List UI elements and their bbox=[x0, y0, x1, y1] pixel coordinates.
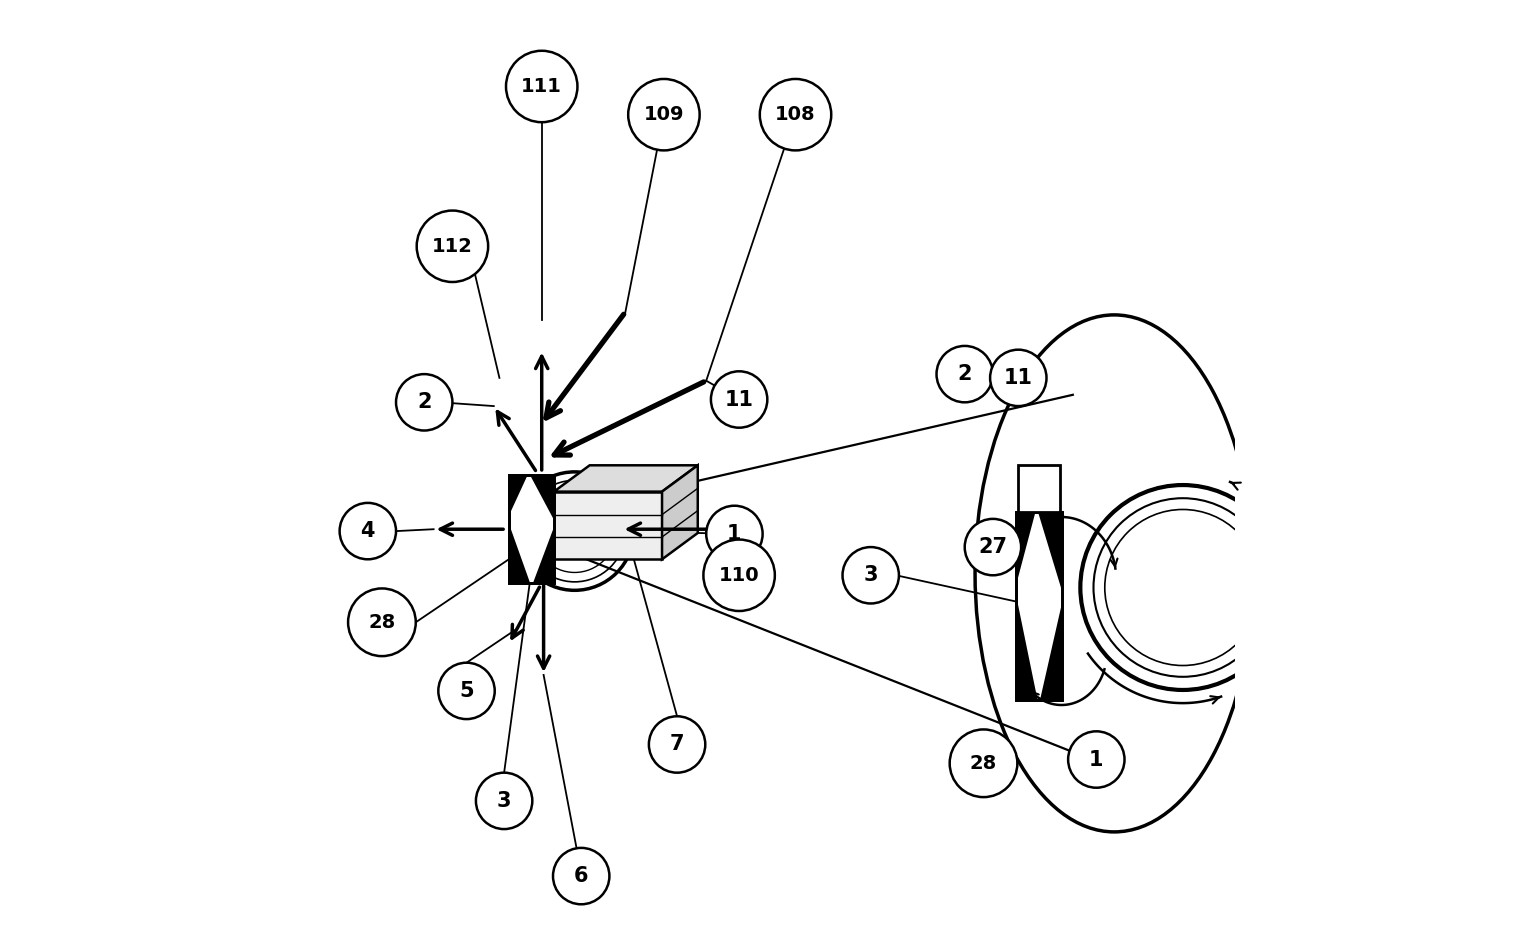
Polygon shape bbox=[553, 465, 697, 492]
Polygon shape bbox=[662, 465, 697, 559]
Circle shape bbox=[991, 350, 1046, 406]
Circle shape bbox=[937, 346, 992, 402]
Text: 4: 4 bbox=[361, 521, 375, 541]
Polygon shape bbox=[1017, 597, 1038, 700]
Circle shape bbox=[760, 79, 832, 150]
Text: 2: 2 bbox=[957, 364, 972, 384]
Circle shape bbox=[506, 51, 578, 122]
Circle shape bbox=[965, 519, 1021, 575]
Circle shape bbox=[524, 480, 625, 582]
Circle shape bbox=[706, 506, 763, 562]
Circle shape bbox=[648, 716, 705, 773]
Circle shape bbox=[417, 211, 488, 282]
Text: 111: 111 bbox=[521, 77, 563, 96]
Text: 110: 110 bbox=[719, 566, 760, 585]
Circle shape bbox=[515, 472, 635, 590]
Text: 11: 11 bbox=[725, 389, 754, 410]
Text: 7: 7 bbox=[670, 734, 685, 755]
Circle shape bbox=[349, 588, 416, 656]
Circle shape bbox=[553, 848, 610, 904]
Polygon shape bbox=[531, 475, 553, 520]
Text: 28: 28 bbox=[368, 613, 396, 632]
Text: 5: 5 bbox=[459, 681, 474, 701]
Polygon shape bbox=[1017, 512, 1035, 584]
Circle shape bbox=[1069, 731, 1124, 788]
Polygon shape bbox=[532, 526, 553, 583]
Circle shape bbox=[628, 79, 700, 150]
Text: 3: 3 bbox=[864, 565, 878, 586]
Polygon shape bbox=[1040, 603, 1061, 700]
Circle shape bbox=[1105, 509, 1261, 666]
Circle shape bbox=[711, 371, 768, 428]
Circle shape bbox=[476, 773, 532, 829]
Circle shape bbox=[1093, 498, 1272, 677]
Circle shape bbox=[439, 663, 495, 719]
Circle shape bbox=[703, 540, 775, 611]
Text: 11: 11 bbox=[1005, 368, 1032, 388]
Circle shape bbox=[339, 503, 396, 559]
Text: 1: 1 bbox=[1089, 749, 1104, 770]
Text: 108: 108 bbox=[775, 105, 816, 124]
Bar bbox=[1018, 465, 1060, 512]
Polygon shape bbox=[509, 475, 528, 516]
Circle shape bbox=[396, 374, 453, 431]
Text: 1: 1 bbox=[728, 524, 742, 544]
Bar bbox=[1017, 512, 1061, 700]
Polygon shape bbox=[509, 524, 531, 583]
Text: 6: 6 bbox=[573, 866, 589, 886]
Polygon shape bbox=[553, 492, 662, 559]
Circle shape bbox=[842, 547, 899, 603]
Ellipse shape bbox=[976, 315, 1254, 832]
Bar bbox=[509, 475, 553, 583]
Circle shape bbox=[1081, 485, 1286, 690]
Circle shape bbox=[950, 729, 1017, 797]
Polygon shape bbox=[1038, 512, 1061, 591]
Bar bbox=[509, 475, 553, 583]
Text: 28: 28 bbox=[969, 754, 997, 773]
Text: 2: 2 bbox=[417, 392, 431, 413]
Circle shape bbox=[534, 490, 616, 572]
Text: 112: 112 bbox=[433, 237, 472, 256]
Text: 109: 109 bbox=[644, 105, 683, 124]
Text: 3: 3 bbox=[497, 791, 511, 811]
Bar bbox=[1017, 512, 1061, 700]
Text: 27: 27 bbox=[979, 537, 1008, 557]
